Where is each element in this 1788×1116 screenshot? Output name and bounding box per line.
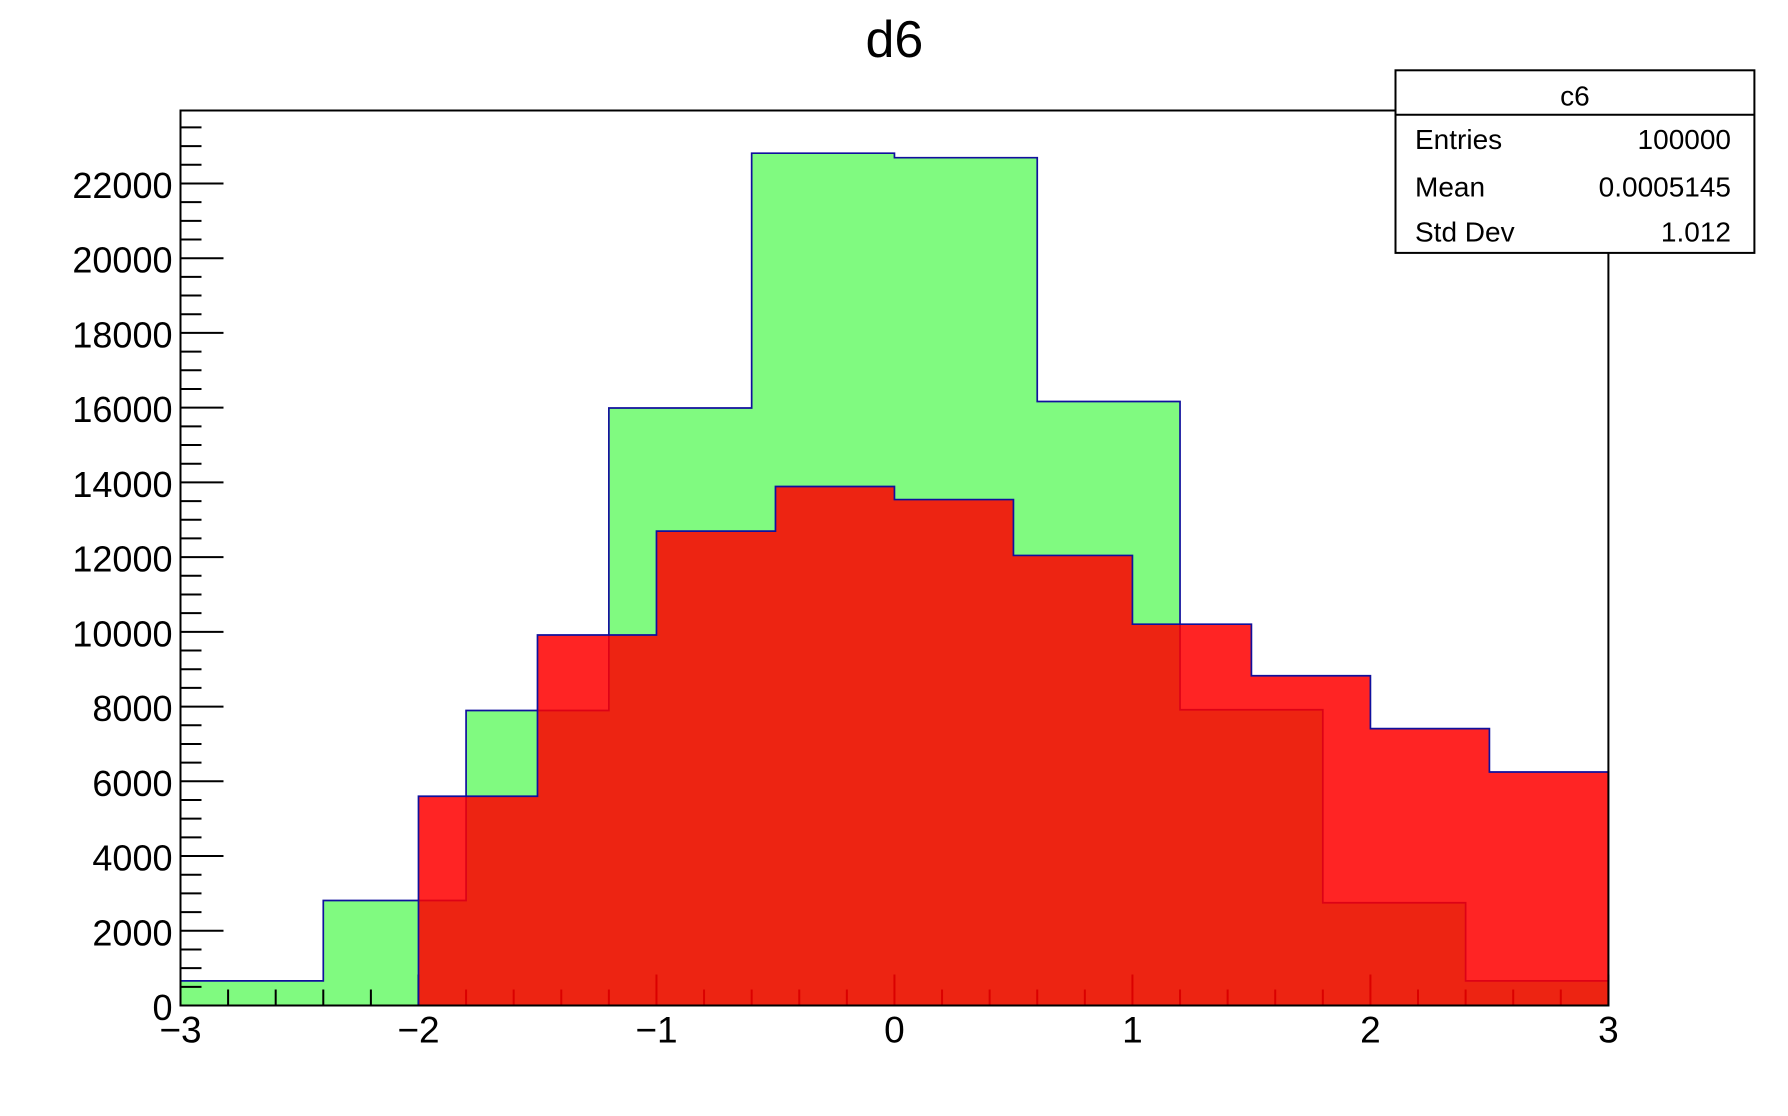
svg-text:2000: 2000 <box>92 912 172 953</box>
svg-text:14000: 14000 <box>72 464 172 505</box>
svg-text:−3: −3 <box>159 1010 201 1051</box>
svg-text:4000: 4000 <box>92 838 172 879</box>
svg-text:0: 0 <box>884 1010 905 1051</box>
svg-text:16000: 16000 <box>72 389 172 430</box>
svg-text:10000: 10000 <box>72 613 172 654</box>
svg-text:1.012: 1.012 <box>1638 217 1731 248</box>
svg-text:2: 2 <box>1360 1010 1381 1051</box>
svg-text:−1: −1 <box>635 1010 677 1051</box>
svg-text:8000: 8000 <box>92 688 172 729</box>
svg-text:20000: 20000 <box>72 240 172 281</box>
svg-text:22000: 22000 <box>72 165 172 206</box>
svg-text:1: 1 <box>1122 1010 1143 1051</box>
svg-text:12000: 12000 <box>72 539 172 580</box>
svg-text:3: 3 <box>1598 1010 1619 1051</box>
svg-text:18000: 18000 <box>72 314 172 355</box>
svg-text:Mean: Mean <box>1415 172 1493 203</box>
svg-text:0.0005145: 0.0005145 <box>1591 172 1731 203</box>
svg-text:100000: 100000 <box>1630 124 1731 155</box>
svg-text:Std Dev: Std Dev <box>1415 217 1522 248</box>
svg-text:0: 0 <box>152 987 172 1028</box>
svg-text:6000: 6000 <box>92 763 172 804</box>
svg-text:d6: d6 <box>865 11 923 69</box>
svg-text:Entries: Entries <box>1415 124 1510 155</box>
svg-text:−2: −2 <box>397 1010 439 1051</box>
svg-text:c6: c6 <box>1560 81 1590 112</box>
